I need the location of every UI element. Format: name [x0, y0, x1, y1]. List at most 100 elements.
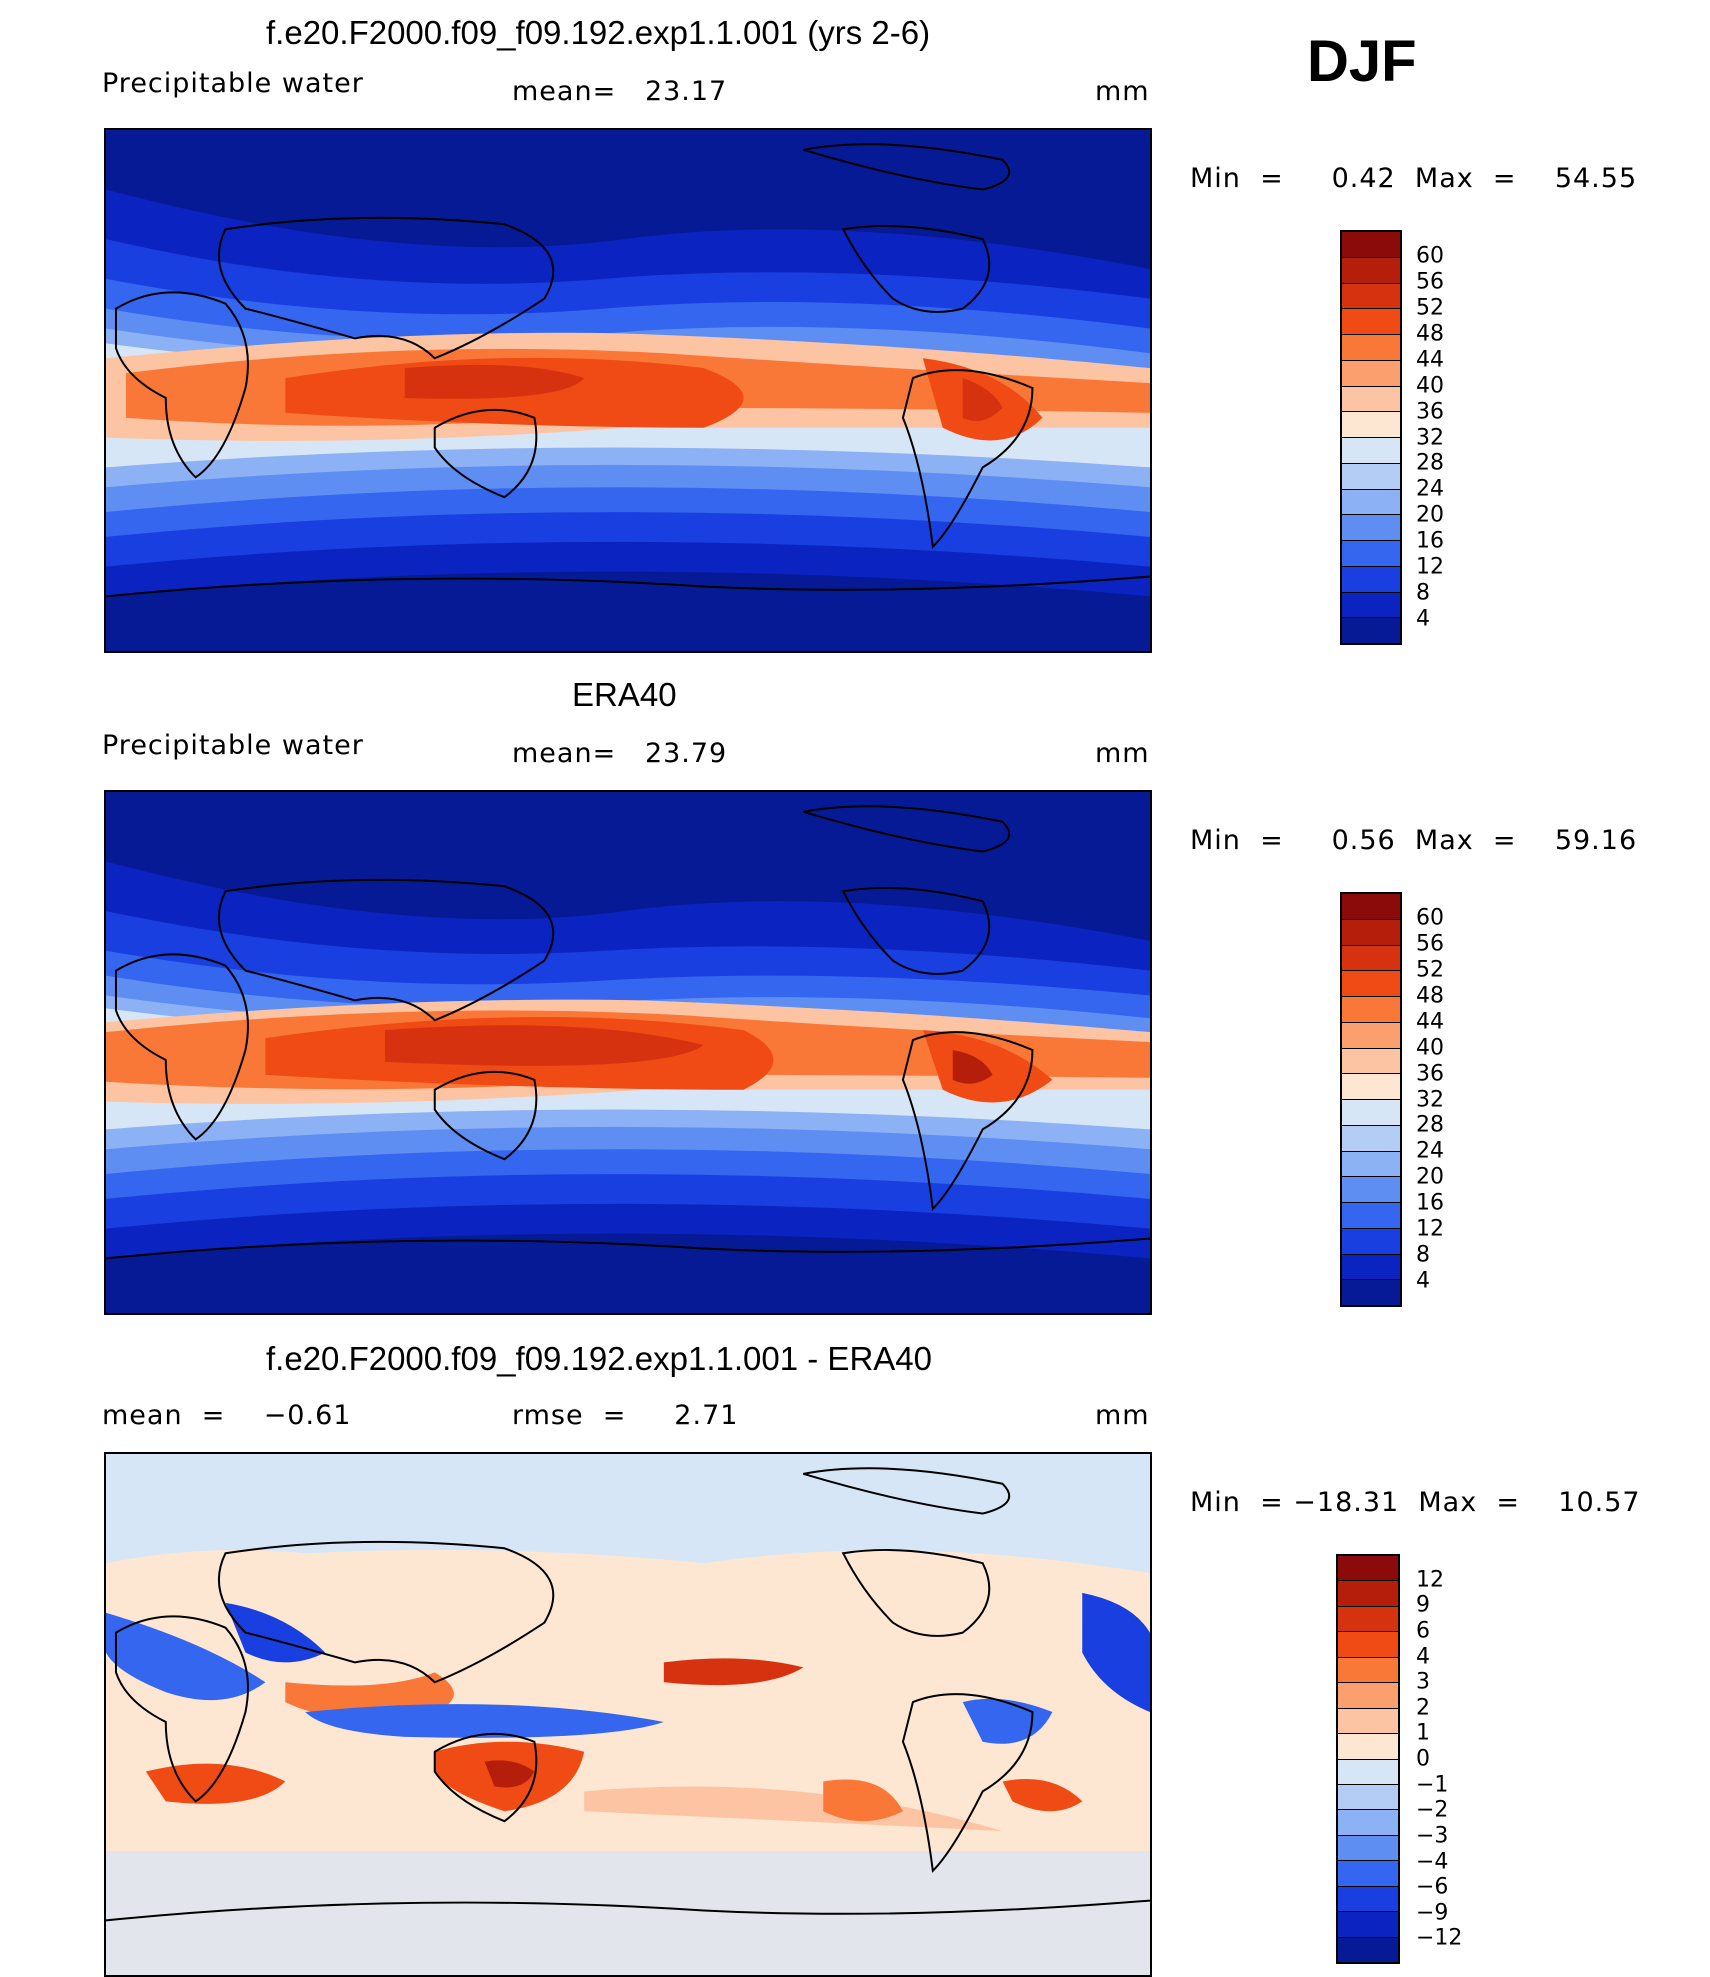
colorbar-tick-label: 36 [1416, 399, 1444, 425]
colorbar-tick-label: 16 [1416, 1190, 1444, 1216]
colorbar-segment [1342, 283, 1400, 310]
panel-2-field: Precipitable water [102, 730, 364, 761]
colorbar-tick-label: 56 [1416, 269, 1444, 295]
colorbar-segment [1342, 1074, 1400, 1100]
colorbar-segment [1338, 1937, 1398, 1962]
colorbar-tick-label: 56 [1416, 931, 1444, 957]
colorbar-segment [1342, 1151, 1400, 1178]
colorbar-tick-label: 4 [1416, 1644, 1430, 1669]
colorbar-segment [1342, 309, 1400, 335]
panel-1-map [104, 128, 1152, 653]
colorbar-segment [1342, 1100, 1400, 1126]
colorbar-segment [1342, 1125, 1400, 1152]
colorbar-tick-label: 60 [1416, 905, 1444, 931]
colorbar-tick-label: −2 [1416, 1797, 1449, 1823]
colorbar-segment [1338, 1759, 1398, 1785]
colorbar-tick-label: 44 [1416, 347, 1444, 373]
colorbar-segment [1342, 257, 1400, 284]
colorbar-tick-label: 48 [1416, 983, 1444, 1009]
panel-1-field: Precipitable water [102, 68, 364, 99]
colorbar-tick-label: 4 [1416, 1268, 1430, 1294]
colorbar-segment [1342, 919, 1400, 946]
colorbar-tick-label: 8 [1416, 580, 1430, 606]
colorbar-tick-label: 0 [1416, 1746, 1430, 1772]
colorbar-tick-label: −12 [1416, 1925, 1463, 1951]
panel-1-title: f.e20.F2000.f09_f09.192.exp1.1.001 (yrs … [266, 14, 931, 51]
colorbar-tick-label: −3 [1416, 1823, 1449, 1849]
panel-3-minmax: Min = −18.31 Max = 10.57 [1190, 1487, 1641, 1518]
colorbar-segment [1342, 360, 1400, 387]
colorbar-tick-label: 12 [1416, 1216, 1444, 1242]
colorbar-tick-label: 12 [1416, 1567, 1444, 1593]
colorbar-segment [1342, 894, 1400, 920]
colorbar-tick-label: 20 [1416, 1164, 1444, 1190]
colorbar-tick-label: 48 [1416, 321, 1444, 347]
colorbar-tick-label: −9 [1416, 1900, 1449, 1926]
panel-1-mean: mean= 23.17 [512, 76, 728, 107]
colorbar-segment [1342, 566, 1400, 593]
colorbar-segment [1338, 1784, 1398, 1811]
colorbar-segment [1342, 1048, 1400, 1075]
colorbar-segment [1338, 1606, 1398, 1633]
colorbar-segment [1342, 463, 1400, 490]
panel-3-units: mm [1095, 1400, 1150, 1431]
colorbar-tick-label: 8 [1416, 1242, 1430, 1268]
panel-2-colorbar [1340, 892, 1402, 1307]
panel-3-title: f.e20.F2000.f09_f09.192.exp1.1.001 - ERA… [266, 1340, 932, 1377]
colorbar-tick-label: 40 [1416, 1035, 1444, 1061]
colorbar-segment [1338, 1912, 1398, 1938]
colorbar-segment [1342, 386, 1400, 413]
panel-1-colorbar-labels: 60 56 52 48 44 40 36 32 28 24 20 16 12 8 4 [1416, 230, 1476, 645]
colorbar-segment [1338, 1581, 1398, 1607]
colorbar-tick-label: 60 [1416, 243, 1444, 269]
colorbar-segment [1338, 1683, 1398, 1709]
colorbar-segment [1338, 1708, 1398, 1735]
panel-1-colorbar [1340, 230, 1402, 645]
colorbar-tick-label: 24 [1416, 1138, 1444, 1164]
panel-1-units: mm [1095, 76, 1150, 107]
colorbar-segment [1342, 1022, 1400, 1049]
panel-2-units: mm [1095, 738, 1150, 769]
colorbar-segment [1342, 1177, 1400, 1203]
colorbar-tick-label: −6 [1416, 1874, 1449, 1900]
panel-2-title: ERA40 [572, 676, 677, 713]
colorbar-segment [1342, 438, 1400, 464]
colorbar-tick-label: −4 [1416, 1849, 1449, 1874]
colorbar-segment [1342, 1203, 1400, 1229]
colorbar-segment [1342, 592, 1400, 619]
colorbar-tick-label: 28 [1416, 1112, 1444, 1138]
colorbar-tick-label: 28 [1416, 450, 1444, 476]
colorbar-tick-label: 52 [1416, 295, 1444, 321]
colorbar-segment [1342, 412, 1400, 438]
colorbar-tick-label: 9 [1416, 1592, 1430, 1618]
colorbar-tick-label: 40 [1416, 373, 1444, 399]
colorbar-segment [1338, 1556, 1398, 1582]
colorbar-tick-label: 12 [1416, 554, 1444, 580]
colorbar-tick-label: 3 [1416, 1669, 1430, 1695]
colorbar-segment [1338, 1632, 1398, 1658]
colorbar-segment [1342, 997, 1400, 1023]
panel-2-map [104, 790, 1152, 1315]
colorbar-segment [1342, 1228, 1400, 1255]
colorbar-segment [1342, 1254, 1400, 1281]
colorbar-tick-label: 6 [1416, 1618, 1430, 1644]
colorbar-tick-label: 2 [1416, 1695, 1430, 1721]
colorbar-segment [1338, 1835, 1398, 1862]
colorbar-segment [1338, 1657, 1398, 1684]
colorbar-segment [1342, 515, 1400, 541]
colorbar-segment [1342, 618, 1400, 643]
colorbar-segment [1338, 1734, 1398, 1760]
colorbar-tick-label: 24 [1416, 476, 1444, 502]
panel-1-minmax: Min = 0.42 Max = 54.55 [1190, 163, 1638, 194]
colorbar-tick-label: −1 [1416, 1772, 1449, 1798]
colorbar-segment [1342, 1280, 1400, 1305]
colorbar-tick-label: 16 [1416, 528, 1444, 554]
colorbar-tick-label: 32 [1416, 1087, 1444, 1112]
colorbar-tick-label: 20 [1416, 502, 1444, 528]
colorbar-tick-label: 32 [1416, 425, 1444, 450]
panel-2-mean: mean= 23.79 [512, 738, 728, 769]
colorbar-tick-label: 1 [1416, 1720, 1430, 1746]
panel-3-rmse: rmse = 2.71 [512, 1400, 739, 1431]
colorbar-segment [1338, 1861, 1398, 1887]
colorbar-tick-label: 44 [1416, 1009, 1444, 1035]
